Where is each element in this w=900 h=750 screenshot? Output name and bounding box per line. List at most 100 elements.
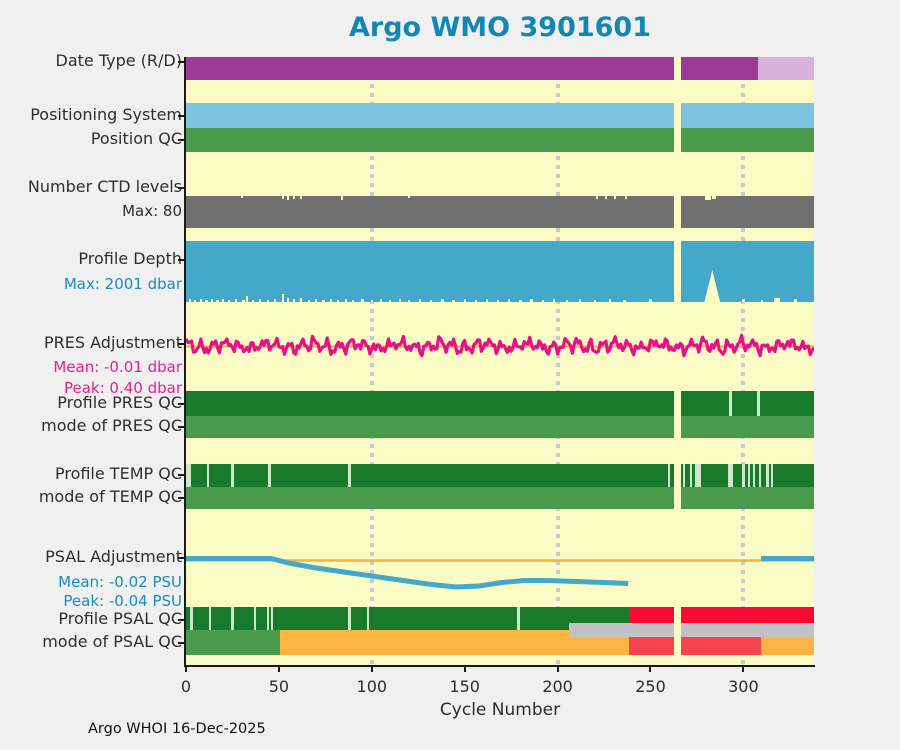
profile-temp-qc-band-stripe — [207, 464, 210, 487]
profile-temp-qc-band-stripe — [752, 464, 755, 487]
label-pres-mean: Mean: -0.01 dbar — [53, 357, 182, 376]
x-tick-label: 100 — [356, 677, 388, 696]
profile-pres-qc-band-segment — [681, 391, 814, 416]
profile-psal-qc-band-stripe — [231, 607, 234, 630]
profile-depth-band-notch — [389, 300, 392, 302]
label-ctd-levels: Number CTD levels — [27, 177, 182, 196]
profile-depth-band-notch — [235, 299, 238, 302]
label-profile-depth: Profile Depth — [78, 249, 182, 268]
profile-depth-band-notch — [210, 299, 214, 302]
ctd-levels-band-notch — [340, 196, 344, 200]
profile-depth-band-notch — [266, 300, 269, 302]
x-tick-mark — [277, 667, 280, 672]
profile-depth-band-notch — [593, 300, 596, 302]
x-tick-label: 300 — [728, 677, 759, 696]
mode-pres-qc-band-segment — [186, 416, 675, 438]
profile-depth-band-notch — [352, 300, 355, 302]
x-tick-label: 150 — [449, 677, 480, 696]
label-date-type: Date Type (R/D) — [55, 51, 182, 70]
profile-depth-band-notch — [608, 299, 611, 302]
ctd-levels-band-notch — [281, 196, 284, 199]
profile-depth-band-notch — [774, 298, 780, 302]
profile-depth-band-notch — [246, 296, 249, 302]
ctd-levels-band-notch — [292, 196, 295, 199]
ctd-levels-band-notch — [240, 196, 243, 198]
label-profile-pres-qc: Profile PRES QC — [57, 393, 182, 412]
profile-pres-qc-band-segment — [186, 391, 675, 416]
ctd-levels-band-notch — [300, 196, 303, 199]
date-type-band-segment — [186, 57, 675, 80]
ctd-levels-band-notch — [407, 196, 411, 198]
x-tick-label: 200 — [542, 677, 573, 696]
profile-depth-band-notch — [274, 299, 277, 302]
profile-depth-band-notch — [430, 300, 433, 302]
y-tick-mark — [178, 343, 184, 345]
y-tick-mark — [178, 474, 184, 476]
profile-depth-band-notch — [530, 299, 533, 302]
x-tick-mark — [742, 667, 745, 672]
profile-depth-band-notch — [370, 300, 373, 302]
y-tick-mark — [178, 139, 184, 141]
profile-temp-qc-band-stripe — [186, 464, 192, 487]
profile-depth-band-notch — [222, 299, 225, 302]
profile-depth-band-notch — [418, 299, 422, 302]
ctd-levels-band-segment — [681, 196, 814, 228]
ctd-levels-band-notch — [625, 196, 628, 199]
profile-psal-qc-band-stripe — [209, 607, 212, 630]
y-tick-mark — [178, 619, 184, 621]
x-axis-label: Cycle Number — [439, 700, 561, 720]
label-psal-adjustment: PSAL Adjustment — [45, 547, 182, 566]
profile-temp-qc-band-stripe — [690, 464, 693, 487]
ctd-levels-band-notch — [711, 196, 716, 199]
label-pres-adjustment: PRES Adjustment — [44, 333, 182, 352]
profile-depth-band-notch — [329, 299, 333, 302]
profile-temp-qc-band-segment — [681, 464, 814, 487]
profile-depth-band-notch — [519, 300, 522, 302]
y-tick-mark — [178, 259, 184, 261]
profile-psal-qc-band-stripe — [266, 607, 269, 630]
psal-qc-gray-overlay-band-segment — [681, 623, 814, 637]
profile-temp-qc-band-stripe — [682, 464, 686, 487]
profile-depth-band-notch — [398, 299, 401, 302]
label-depth-max: Max: 2001 dbar — [63, 274, 182, 293]
profile-depth-band-segment — [186, 241, 675, 302]
profile-depth-band-notch — [216, 300, 219, 302]
profile-temp-qc-band-stripe — [747, 464, 751, 487]
label-position-qc: Position QC — [90, 129, 182, 148]
x-axis-line — [184, 665, 815, 667]
profile-temp-qc-band-stripe — [766, 464, 769, 487]
profile-depth-band-notch — [794, 299, 797, 302]
y-tick-mark — [178, 426, 184, 428]
label-psal-mean: Mean: -0.02 PSU — [58, 572, 182, 591]
mode-pres-qc-band-segment — [681, 416, 814, 438]
label-positioning: Positioning System — [30, 105, 182, 124]
profile-depth-band-notch — [251, 300, 254, 302]
label-mode-pres-qc: mode of PRES QC — [41, 416, 182, 435]
x-tick-label: 50 — [268, 677, 290, 696]
x-tick-mark — [463, 667, 466, 672]
x-tick-mark — [649, 667, 652, 672]
profile-depth-band-notch — [194, 300, 197, 302]
positioning-system-band-segment — [186, 103, 675, 128]
profile-depth-band-notch — [541, 300, 544, 302]
date-type-band-segment — [681, 57, 759, 80]
position-qc-band-segment — [681, 128, 814, 152]
profile-depth-band-notch — [508, 299, 511, 302]
profile-temp-qc-band-stripe — [268, 464, 271, 487]
adjustment-lines-layer — [186, 333, 814, 590]
y-tick-mark — [178, 403, 184, 405]
profile-depth-band-notch — [292, 299, 295, 302]
x-tick-mark — [185, 667, 187, 672]
profile-depth-band-notch — [314, 299, 318, 302]
label-mode-temp-qc: mode of TEMP QC — [38, 487, 182, 506]
profile-depth-band-notch — [287, 298, 290, 302]
profile-depth-band-notch — [199, 299, 202, 302]
profile-psal-qc-band-stripe — [253, 607, 256, 630]
mode-temp-qc-band-segment — [681, 487, 814, 509]
profile-depth-band-notch — [463, 299, 466, 302]
profile-temp-qc-band-stripe — [771, 464, 774, 487]
label-profile-temp-qc: Profile TEMP QC — [54, 464, 182, 483]
y-tick-mark — [178, 61, 184, 63]
profile-depth-band-notch — [337, 300, 340, 302]
label-ctd-max: Max: 80 — [122, 201, 182, 220]
